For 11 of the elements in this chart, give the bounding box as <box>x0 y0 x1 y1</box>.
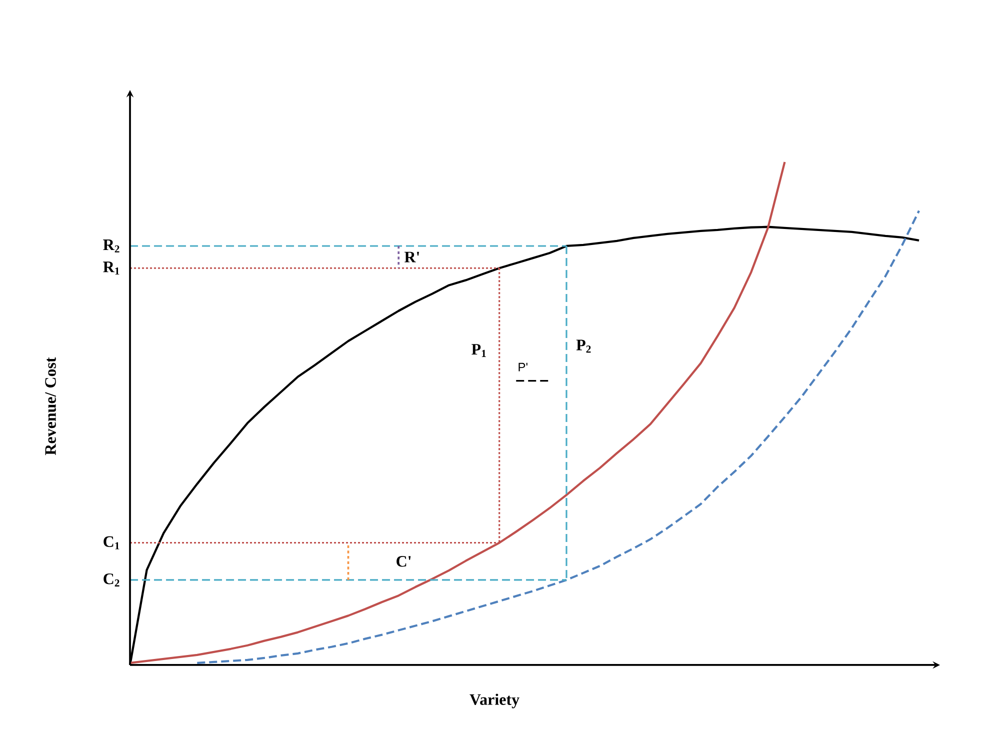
annotation: P$_{1}$ <box>472 344 486 357</box>
annotation: C' <box>396 556 411 567</box>
annotation: P$_{2}$ <box>576 340 591 353</box>
text: C$_{2}$ <box>104 573 120 586</box>
text: R$_{1}$ <box>103 262 120 275</box>
annotation: P' <box>518 362 528 372</box>
annotation: R' <box>404 252 419 262</box>
text: R$_{2}$ <box>103 240 120 252</box>
text: C$_{1}$ <box>104 536 120 550</box>
y-axis-title: Revenue/ Cost <box>45 357 56 456</box>
x-axis-title: Variety <box>470 694 520 708</box>
